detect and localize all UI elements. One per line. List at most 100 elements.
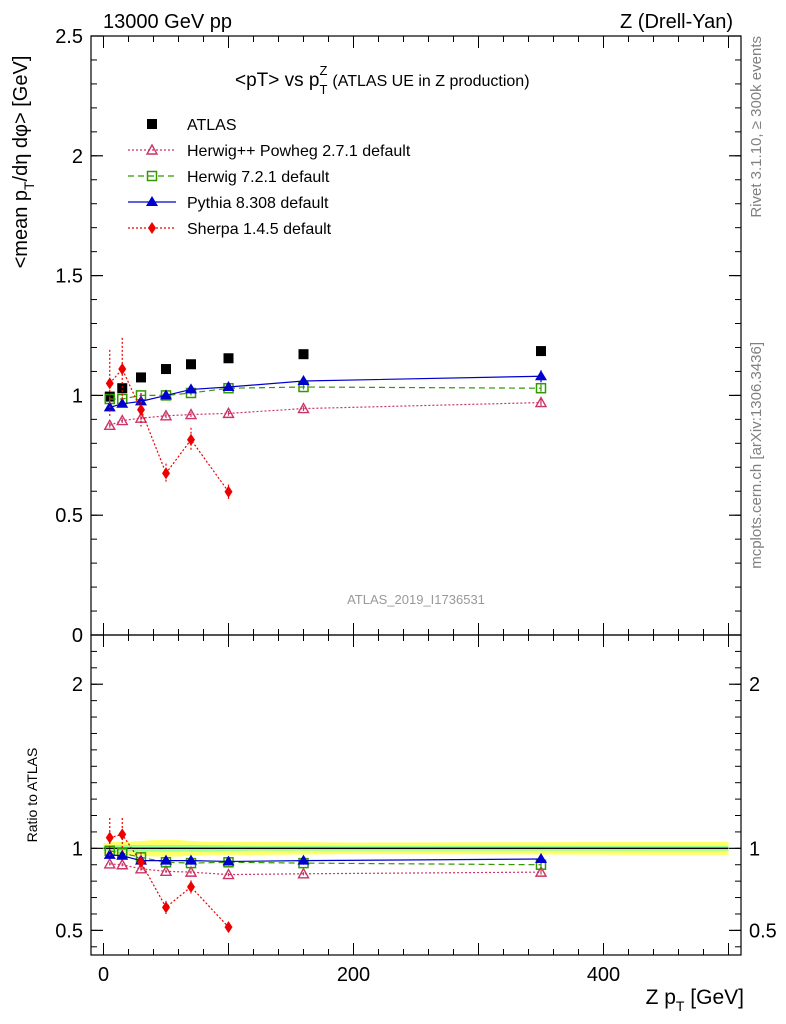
point-pythia (185, 854, 197, 865)
header-right: Z (Drell-Yan) (620, 11, 733, 33)
point-pythia (103, 848, 116, 859)
point-sherpa (137, 403, 145, 416)
point-herwigpp (116, 414, 129, 426)
ratio-y-ticks: 0.5 0.5 1 1 2 2 (55, 634, 777, 948)
point-pythia (297, 854, 310, 865)
legend-marker-herwigpp (145, 143, 159, 155)
x-tick-label: 0 (98, 964, 109, 986)
point-sherpa (224, 485, 233, 498)
y-tick-label: 1 (72, 385, 83, 407)
y-tick-label: 2 (72, 674, 83, 696)
x-axis-label: Z pT [GeV] (646, 986, 744, 1014)
legend-label-sherpa: Sherpa 1.4.5 default (187, 221, 332, 238)
y-tick-label-right: 0.5 (749, 920, 777, 942)
main-ylabel: <mean pT/dη dφ> [GeV] (10, 56, 37, 269)
point-herwigpp (222, 868, 235, 880)
y-tick-label-right: 1 (749, 838, 760, 860)
point-sherpa (187, 880, 195, 893)
point-atlas (223, 353, 234, 364)
point-sherpa (137, 856, 145, 869)
point-sherpa (105, 831, 114, 844)
point-pythia (297, 375, 310, 386)
y-tick-label: 0.5 (55, 505, 83, 527)
y-tick-label: 2 (72, 146, 83, 168)
legend-marker-sherpa (148, 222, 156, 234)
main-y-ticks: 0 0.5 1 1.5 2 2.5 (55, 26, 741, 647)
legend-entry-herwigpp: Herwig++ Powheg 2.7.1 default (128, 143, 411, 160)
series-herwigpp (103, 396, 548, 431)
series-herwig7 (104, 381, 547, 405)
point-atlas (298, 349, 309, 360)
legend-label-herwigpp: Herwig++ Powheg 2.7.1 default (187, 143, 411, 160)
ratio-series (103, 817, 548, 934)
point-sherpa (105, 377, 114, 390)
point-sherpa (118, 363, 127, 376)
series-line-herwigpp (109, 863, 542, 876)
x-tick-label: 400 (587, 964, 620, 986)
point-herwigpp (184, 865, 198, 877)
point-sherpa (162, 467, 170, 480)
mcplots-label: mcplots.cern.ch [arXiv:1306.3436] (748, 342, 765, 569)
ratio-ylabel: Ratio to ATLAS (24, 748, 40, 843)
point-sherpa (162, 901, 170, 914)
series-line-sherpa (109, 833, 229, 928)
legend-entry-sherpa: Sherpa 1.4.5 default (128, 221, 332, 238)
point-atlas (136, 372, 146, 383)
y-tick-label-right: 2 (749, 674, 760, 696)
y-tick-label: 0 (72, 625, 83, 647)
legend-label-pythia: Pythia 8.308 default (187, 195, 329, 212)
point-pythia (185, 383, 197, 394)
y-tick-label: 1.5 (55, 266, 83, 288)
main-panel: 0 0.5 1 1.5 2 2.5 <pT> vs pTZ(ATLAS UE in Z p… (10, 26, 742, 647)
series-line-herwig7 (109, 850, 542, 866)
point-herwigpp (159, 864, 173, 877)
y-tick-label: 0.5 (55, 920, 83, 942)
header-left: 13000 GeV pp (103, 11, 232, 33)
legend-label-atlas: ATLAS (187, 117, 237, 134)
series-sherpa (105, 337, 233, 499)
series-line-sherpa (109, 367, 229, 493)
point-herwigpp (116, 858, 129, 870)
legend-marker-pythia (146, 196, 158, 206)
series-line-herwig7 (109, 386, 542, 400)
point-herwigpp (159, 409, 173, 421)
point-pythia (160, 854, 172, 865)
main-title: <pT> vs pTZ(ATLAS UE in Z production) (235, 63, 530, 97)
main-x-ticks (103, 36, 729, 635)
point-sherpa (118, 828, 127, 841)
point-pythia (116, 397, 129, 408)
point-herwigpp (134, 862, 148, 874)
point-atlas (186, 359, 196, 370)
point-sherpa (187, 433, 195, 446)
point-herwigpp (103, 857, 116, 869)
legend-label-herwig7: Herwig 7.2.1 default (187, 169, 330, 186)
ratio-frame (90, 634, 742, 956)
point-herwigpp (534, 865, 548, 877)
legend-entry-pythia: Pythia 8.308 default (128, 195, 329, 212)
analysis-watermark: ATLAS_2019_I1736531 (347, 592, 485, 607)
point-herwigpp (103, 418, 116, 431)
legend: ATLAS Herwig++ Powheg 2.7.1 default Herwig… (128, 117, 411, 238)
series-line-pythia (109, 375, 542, 408)
point-atlas (536, 346, 546, 357)
legend-entry-herwig7: Herwig 7.2.1 default (128, 169, 330, 186)
rivet-label: Rivet 3.1.10, ≥ 300k events (748, 36, 765, 218)
point-herwigpp (297, 402, 310, 414)
ratio-x-ticks: 0 200 400 (98, 635, 729, 986)
point-pythia (160, 389, 172, 400)
point-pythia (535, 853, 547, 863)
point-herwig7 (535, 382, 547, 394)
ratio-uncertainty-band (103, 840, 729, 857)
point-herwigpp (184, 408, 198, 420)
series-herwigpp (103, 857, 548, 880)
point-herwigpp (297, 867, 310, 879)
legend-entry-atlas: ATLAS (147, 117, 237, 134)
series-sherpa (105, 817, 233, 934)
y-tick-label: 2.5 (55, 26, 83, 48)
point-herwigpp (534, 396, 548, 408)
legend-marker-herwig7 (146, 170, 158, 182)
series-line-herwigpp (109, 401, 542, 426)
point-pythia (116, 849, 129, 860)
y-tick-label: 1 (72, 838, 83, 860)
